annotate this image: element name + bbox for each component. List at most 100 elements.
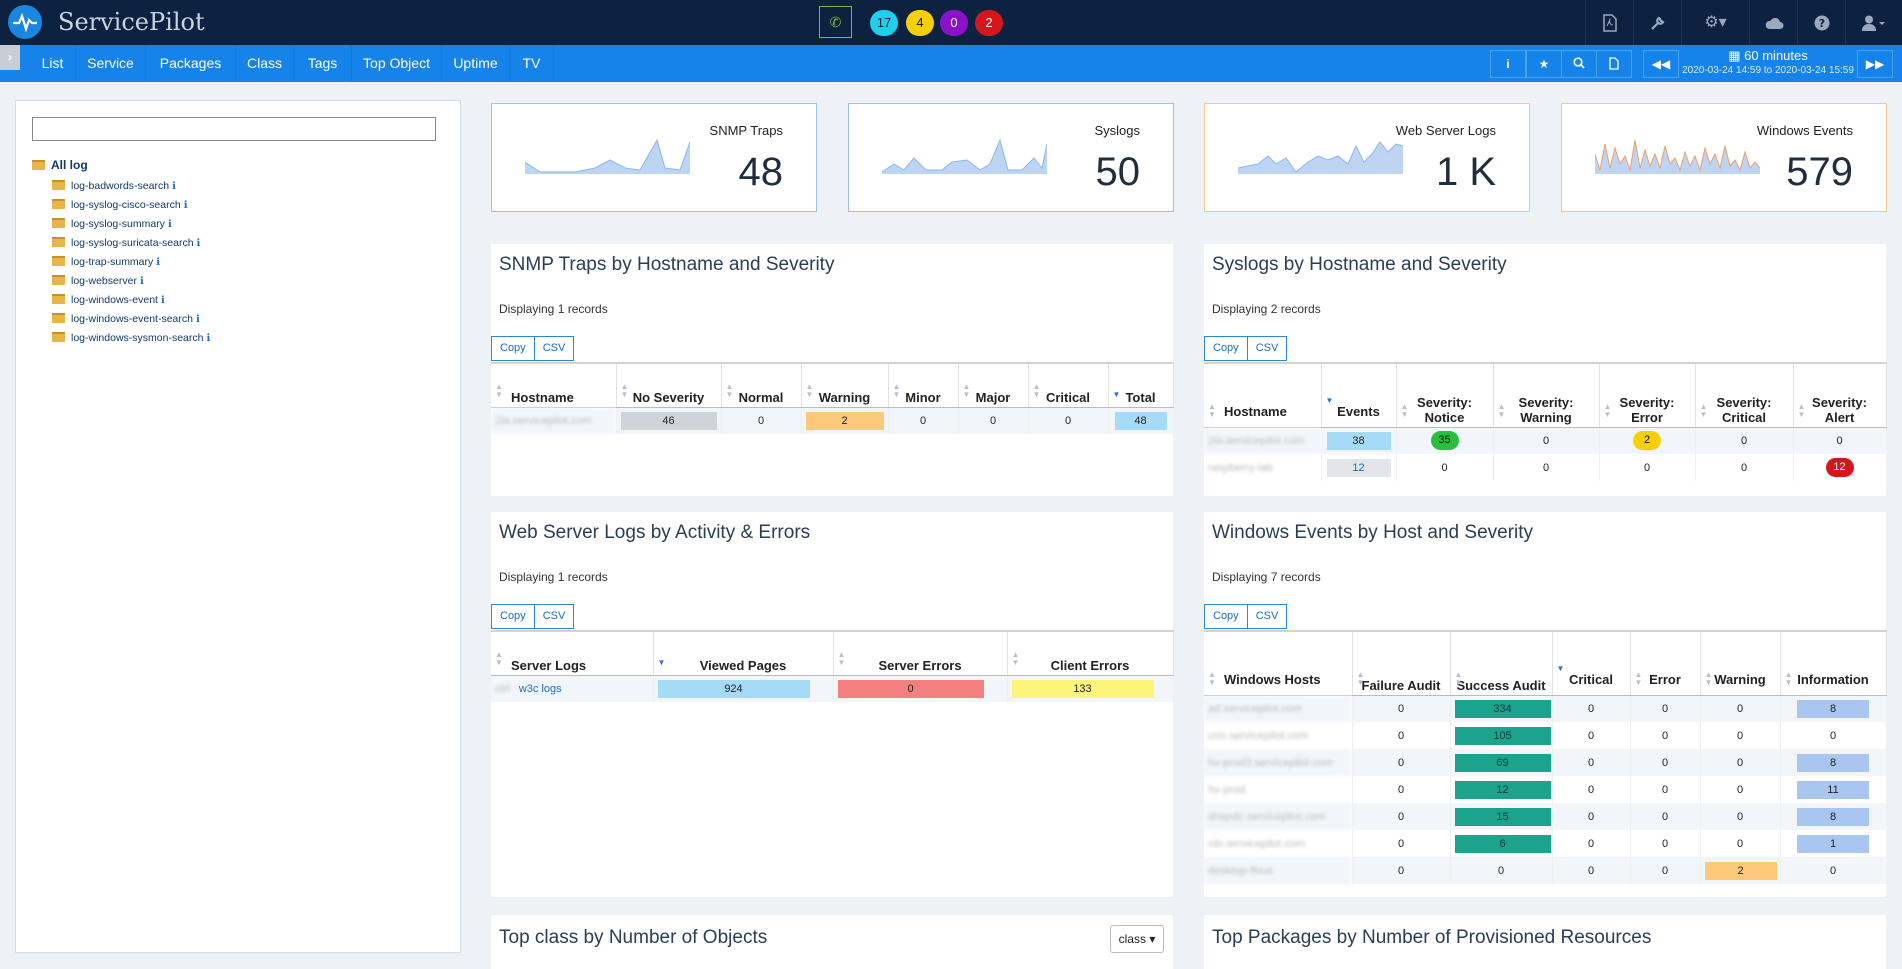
column-header[interactable]: ▲ ▼ No Severity xyxy=(616,362,722,408)
copy-button[interactable]: Copy xyxy=(1204,604,1248,629)
column-header[interactable]: ▲ ▼ Failure Audit xyxy=(1352,630,1451,696)
search-icon[interactable] xyxy=(1561,50,1597,78)
nav-item-tags[interactable]: Tags xyxy=(294,45,352,82)
phone-icon[interactable]: ✆ xyxy=(819,6,852,38)
tree-item[interactable]: log-windows-event-search ℹ xyxy=(52,313,200,325)
kpi-card-syslogs[interactable]: Syslogs 50 xyxy=(848,103,1174,212)
star-icon[interactable]: ★ xyxy=(1526,50,1562,78)
sidebar-toggle-icon[interactable]: › xyxy=(0,45,20,70)
class-select[interactable]: class ▾ xyxy=(1110,925,1164,953)
csv-button[interactable]: CSV xyxy=(533,336,575,361)
table-row[interactable]: hv-prod 0 12 0 0 0 11 xyxy=(1204,776,1887,803)
column-header[interactable]: ▲ ▼ Severity: Error xyxy=(1599,362,1696,428)
column-header[interactable]: ▲ ▼ Severity: Critical xyxy=(1695,362,1794,428)
column-header[interactable]: ▲ ▼ Minor xyxy=(888,362,959,408)
csv-button[interactable]: CSV xyxy=(533,604,575,629)
column-header[interactable]: ▲ ▼ Warning xyxy=(1700,630,1781,696)
user-icon[interactable] xyxy=(1845,0,1902,45)
column-header[interactable]: ▲ ▼ Server Errors xyxy=(833,630,1008,676)
table-row[interactable]: 2la.servicepilot.com 46 0 2 0 0 0 48 xyxy=(491,407,1174,434)
nav-item-uptime[interactable]: Uptime xyxy=(442,45,510,82)
kpi-card-snmp-traps[interactable]: SNMP Traps 48 xyxy=(491,103,817,212)
tree-item[interactable]: log-badwords-search ℹ xyxy=(52,180,176,192)
app-title[interactable]: ServicePilot xyxy=(58,8,205,36)
column-header[interactable]: ▲ ▼ Major xyxy=(958,362,1029,408)
column-header[interactable]: ▲ ▼ Critical xyxy=(1028,362,1109,408)
table-row[interactable]: rds.servicepilot.com 0 6 0 0 0 1 xyxy=(1204,830,1887,857)
column-header[interactable]: ▼ Total xyxy=(1108,362,1174,408)
counter-badge-yellow[interactable]: 4 xyxy=(906,10,934,36)
column-header[interactable]: ▲ ▼ Information xyxy=(1780,630,1887,696)
info-icon[interactable]: ℹ xyxy=(160,295,165,306)
column-header[interactable]: ▲ ▼ Severity: Alert xyxy=(1793,362,1887,428)
column-header[interactable]: ▲ ▼ Severity: Notice xyxy=(1396,362,1494,428)
time-back-icon[interactable]: ◀◀ xyxy=(1643,50,1679,78)
info-icon[interactable]: ℹ xyxy=(172,181,176,192)
column-header[interactable]: ▲ ▼ Success Audit xyxy=(1450,630,1553,696)
table-row[interactable]: desktop-lfvuo 0 0 0 0 2 0 xyxy=(1204,857,1887,884)
cloud-icon[interactable] xyxy=(1749,0,1797,45)
column-header[interactable]: ▲ ▼ Hostname xyxy=(491,362,617,408)
column-header[interactable]: ▲ ▼ Normal xyxy=(721,362,802,408)
tree-item[interactable]: log-syslog-summary ℹ xyxy=(52,218,172,230)
csv-button[interactable]: CSV xyxy=(1246,604,1288,629)
column-header[interactable]: ▲ ▼ Windows Hosts xyxy=(1204,630,1353,696)
kpi-card-windows-events[interactable]: Windows Events 579 xyxy=(1561,103,1887,212)
table-row[interactable]: ad.servicepilot.com 0 334 0 0 0 8 xyxy=(1204,695,1887,722)
csv-button[interactable]: CSV xyxy=(1246,336,1288,361)
counter-badge-red[interactable]: 2 xyxy=(975,10,1003,36)
column-header[interactable]: ▲ ▼ Warning xyxy=(801,362,889,408)
info-icon[interactable]: ℹ xyxy=(183,200,188,211)
table-row[interactable]: crm.servicepilot.com 0 105 0 0 0 0 xyxy=(1204,722,1887,749)
column-header[interactable]: ▼ Critical xyxy=(1552,630,1631,696)
info-icon[interactable]: ℹ xyxy=(167,219,172,230)
column-header[interactable]: ▲ ▼ Hostname xyxy=(1204,362,1322,428)
tree-search-input[interactable] xyxy=(32,117,436,141)
nav-item-packages[interactable]: Packages xyxy=(146,45,236,82)
servicepilot-logo-icon[interactable] xyxy=(8,5,42,39)
table-row[interactable]: 2la.servicepilot.com 38 35 0 2 0 0 xyxy=(1204,427,1887,454)
kpi-card-web-server-logs[interactable]: Web Server Logs 1 K xyxy=(1204,103,1530,212)
pdf-icon[interactable] xyxy=(1585,0,1633,45)
copy-button[interactable]: Copy xyxy=(491,336,535,361)
tree-item[interactable]: log-syslog-suricata-search ℹ xyxy=(52,237,200,249)
info-icon[interactable]: ℹ xyxy=(156,257,161,268)
column-header[interactable]: ▲ ▼ Client Errors xyxy=(1007,630,1174,676)
column-header[interactable]: ▼ Viewed Pages xyxy=(653,630,834,676)
info-icon[interactable]: i xyxy=(1490,50,1526,78)
nav-item-service[interactable]: Service xyxy=(76,45,146,82)
tree-item[interactable]: log-webserver ℹ xyxy=(52,275,144,287)
column-header[interactable]: ▼ Events xyxy=(1321,362,1397,428)
info-icon[interactable]: ℹ xyxy=(195,314,200,325)
tree-item[interactable]: log-trap-summary ℹ xyxy=(52,256,160,268)
wrench-icon[interactable] xyxy=(1633,0,1681,45)
time-range-selector[interactable]: ▦ 60 minutes 2020-03-24 14:59 to 2020-03… xyxy=(1679,48,1857,80)
counter-badge-purple[interactable]: 0 xyxy=(940,10,968,36)
tree-item[interactable]: log-syslog-cisco-search ℹ xyxy=(52,199,188,211)
table-row[interactable]: ctrl w3c logs 924 0 133 xyxy=(491,675,1174,702)
gears-icon[interactable]: ⚙▾ xyxy=(1681,0,1749,45)
table-row[interactable]: hv-prod3.servicepilot.com 0 69 0 0 0 8 xyxy=(1204,749,1887,776)
server-log-link[interactable]: w3c logs xyxy=(518,682,562,695)
table-row[interactable]: dnspdc.servicepilot.com 0 15 0 0 0 8 xyxy=(1204,803,1887,830)
nav-item-class[interactable]: Class xyxy=(236,45,294,82)
copy-button[interactable]: Copy xyxy=(1204,336,1248,361)
column-header[interactable]: ▲ ▼ Error xyxy=(1630,630,1701,696)
tree-item[interactable]: log-windows-sysmon-search ℹ xyxy=(52,332,210,344)
nav-item-list[interactable]: List xyxy=(30,45,76,82)
info-icon[interactable]: ℹ xyxy=(206,333,211,344)
counter-badge-cyan[interactable]: 17 xyxy=(870,10,898,36)
tree-item[interactable]: log-windows-event ℹ xyxy=(52,294,165,306)
info-icon[interactable]: ℹ xyxy=(196,238,201,249)
tree-root[interactable]: All log xyxy=(32,158,88,172)
nav-item-tv[interactable]: TV xyxy=(510,45,554,82)
time-forward-icon[interactable]: ▶▶ xyxy=(1857,50,1893,78)
document-icon[interactable] xyxy=(1596,50,1632,78)
table-row[interactable]: raspberry-lab 12 0 0 0 0 12 xyxy=(1204,454,1887,481)
help-icon[interactable]: ? xyxy=(1797,0,1845,45)
column-header[interactable]: ▲ ▼ Severity: Warning xyxy=(1493,362,1600,428)
copy-button[interactable]: Copy xyxy=(491,604,535,629)
nav-item-top-object[interactable]: Top Object xyxy=(352,45,442,82)
column-header[interactable]: ▲ ▼ Server Logs xyxy=(491,630,654,676)
info-icon[interactable]: ℹ xyxy=(139,276,144,287)
